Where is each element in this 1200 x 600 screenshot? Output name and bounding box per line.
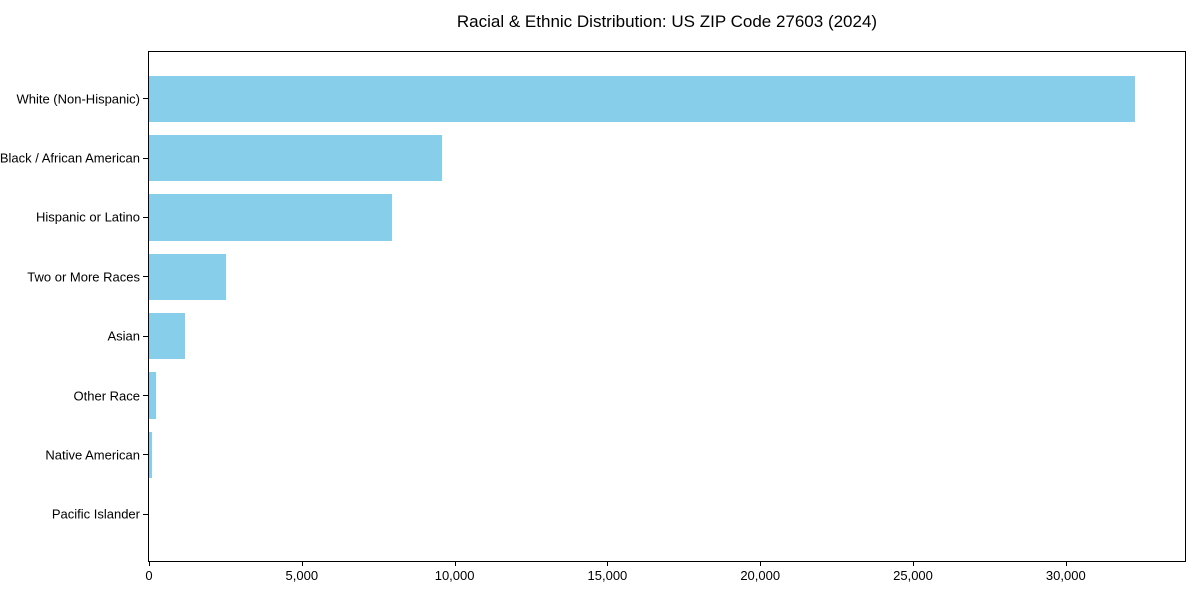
x-axis-tick-label: 0 [145,568,153,583]
x-tick-mark [760,561,762,566]
plot-area: White (Non-Hispanic) Black / African Amer… [0,51,1186,583]
bar-5 [149,372,157,419]
x-tick-mark [607,561,609,566]
y-axis-category-label: Other Race [73,388,140,404]
y-axis-category-label: Asian [107,328,140,344]
x-tick-mark [149,561,150,566]
y-axis-category-label: Pacific Islander [51,506,140,522]
x-tick-mark [913,561,914,566]
x-tick-mark [301,561,303,566]
x-axis-tick-label: 10,000 [434,568,475,583]
y-tick-mark [143,98,148,100]
x-axis-tick-label: 30,000 [1045,568,1086,583]
x-axis-tick-label: 20,000 [740,568,781,583]
chart-title: Racial & Ethnic Distribution: US ZIP Cod… [456,12,878,31]
bar-4 [149,313,186,360]
y-tick-mark [143,216,148,218]
x-axis-tick-label: 25,000 [893,568,933,583]
y-axis-category-label: Two or More Races [27,269,140,285]
y-tick-mark [143,454,148,456]
bar-6 [149,431,153,479]
x-axis-tick-label: 15,000 [587,568,628,583]
y-axis-category-label: Black / African American [0,150,140,166]
bar-1 [149,134,443,182]
y-tick-mark [143,395,148,397]
y-tick-mark [143,513,148,515]
bar-0 [149,75,1136,122]
x-tick-mark [454,561,456,566]
x-tick-mark [1065,561,1067,566]
y-axis-category-label: White (Non-Hispanic) [16,91,140,107]
bar-2 [149,194,392,241]
y-tick-mark [143,157,148,159]
y-tick-mark [143,335,148,337]
y-axis-category-label: Hispanic or Latino [35,209,140,225]
bar-3 [149,253,226,300]
y-axis-category-label: Native American [45,447,140,463]
y-tick-mark [143,276,148,278]
x-axis-tick-label: 5,000 [285,568,319,583]
